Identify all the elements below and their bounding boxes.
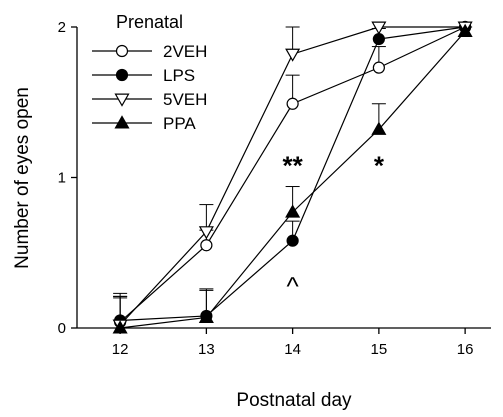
legend-label-5veh: 5VEH <box>163 90 207 109</box>
y-tick-label: 2 <box>58 19 66 36</box>
y-axis-title: Number of eyes open <box>12 87 33 269</box>
x-tick-labels: 12 13 14 15 16 <box>112 341 474 358</box>
y-tick-label: 1 <box>58 170 66 187</box>
data-point-lps <box>372 32 385 46</box>
annotations: ** ^ * <box>283 150 385 300</box>
legend-marker-5veh <box>114 93 130 107</box>
legend-label-ppa: PPA <box>163 114 196 133</box>
legend-marker-2veh <box>115 44 129 58</box>
data-point-2veh <box>286 97 299 110</box>
data-point-ppa <box>371 121 387 135</box>
data-point-ppa <box>285 204 301 218</box>
data-point-5veh <box>198 226 214 240</box>
data-point-5veh <box>371 21 387 35</box>
x-tick-label: 16 <box>457 341 474 358</box>
x-tick-label: 15 <box>371 341 388 358</box>
legend-title: Prenatal <box>116 12 183 32</box>
data-point-ppa <box>457 23 473 37</box>
x-tick-label: 12 <box>112 341 129 358</box>
legend-marker-ppa <box>114 115 130 129</box>
data-point-ppa <box>198 309 214 323</box>
data-point-lps <box>286 234 299 247</box>
data-point-5veh <box>285 48 301 62</box>
data-markers <box>112 20 473 334</box>
x-tick-label: 13 <box>198 341 215 358</box>
legend-marker-lps <box>115 68 129 82</box>
data-point-2veh <box>372 61 385 74</box>
annotation-mark: ^ <box>287 271 300 301</box>
y-tick-label: 0 <box>58 320 66 337</box>
legend-label-lps: LPS <box>163 66 195 85</box>
data-point-ppa <box>112 320 128 334</box>
annotation-mark: * <box>374 150 385 180</box>
data-point-2veh <box>200 239 213 252</box>
legend: Prenatal 2VEH LPS 5VEH PPA <box>92 12 207 133</box>
x-axis-title: Postnatal day <box>236 390 352 411</box>
y-tick-labels: 0 1 2 <box>58 19 66 337</box>
axes <box>71 26 491 334</box>
x-tick-label: 14 <box>284 341 301 358</box>
legend-label-2veh: 2VEH <box>163 42 207 61</box>
annotation-mark: ** <box>283 150 304 180</box>
